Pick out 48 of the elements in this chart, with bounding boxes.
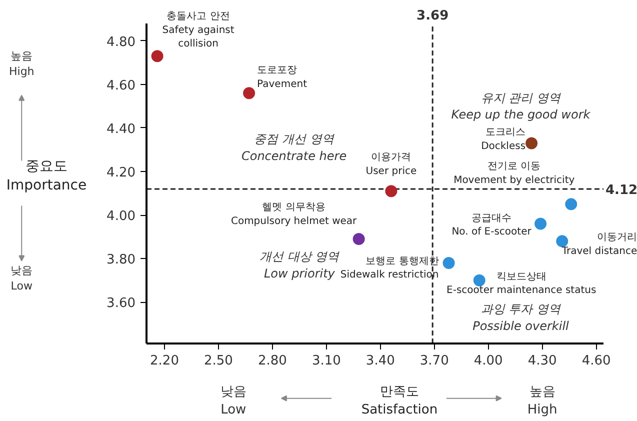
annotation: 중점 개선 영역 Concentrate here	[241, 132, 347, 163]
y-tick-label: 4.80	[106, 34, 136, 50]
y-tick-label: 4.60	[106, 78, 136, 94]
point	[473, 274, 486, 286]
x-tick-label: 4.60	[582, 354, 611, 368]
x-tick-label: 2.80	[258, 354, 287, 368]
annotation: 이동거리 Travel distance	[560, 232, 637, 257]
y-tick-label: 4.20	[106, 166, 136, 181]
point	[385, 185, 398, 198]
y-tick-label: 4.00	[106, 209, 136, 224]
annotation: 도로포장 Pavement	[257, 65, 308, 90]
point	[565, 198, 578, 210]
x-tick-label: 2.50	[204, 354, 233, 368]
x-tick-label: 3.40	[366, 354, 395, 368]
annotation: 유지 관리 영역 Keep up the good work	[451, 90, 592, 122]
text: 높음 High	[8, 49, 34, 78]
x-tick-label: 3.70	[420, 354, 449, 368]
text: 낮음 Low	[220, 384, 247, 418]
annotation: 킥보드상태 E-scooter maintenance status	[446, 271, 596, 296]
point	[556, 235, 568, 248]
point	[243, 87, 256, 100]
x-tick-label: 2.20	[150, 354, 179, 368]
annotation: 충돌사고 안전 Safety against collision	[162, 11, 234, 50]
y-axis-title: 중요도 Importance	[6, 158, 87, 194]
point	[352, 233, 365, 245]
point	[534, 218, 547, 230]
annotation: 전기로 이동 Movement by electricity	[454, 161, 575, 186]
x-axis-title: 만족도 Satisfaction	[361, 384, 438, 418]
annotation: 도크리스 Dockless	[481, 127, 526, 152]
text: 낮음 Low	[10, 264, 33, 292]
y-tick-label: 3.80	[106, 252, 136, 268]
point	[442, 256, 455, 269]
x-tick-label: 3.10	[312, 354, 341, 368]
annotation: 이용가격 User price	[366, 152, 417, 177]
annotation: 개선 대상 영역 Low priority	[260, 250, 340, 281]
annotation: 과잉 투자 영역 Possible overkill	[472, 302, 570, 333]
ref-line-label: 4.12	[606, 182, 637, 198]
point	[151, 50, 164, 62]
annotation: 헬멧 의무착용 Compulsory helmet wear	[230, 202, 358, 227]
x-tick-label: 4.00	[474, 354, 503, 368]
y-tick-label: 3.60	[106, 296, 136, 312]
ref-line-label: 3.69	[416, 8, 449, 24]
annotation: 보행로 통행제한 Sidewalk restriction	[340, 256, 439, 281]
point	[526, 137, 538, 150]
annotation: 공급대수 No. of E-scooter	[452, 212, 532, 238]
y-tick-label: 4.40	[106, 122, 136, 137]
text: 높음 High	[527, 384, 558, 418]
x-tick-label: 4.30	[528, 354, 557, 368]
